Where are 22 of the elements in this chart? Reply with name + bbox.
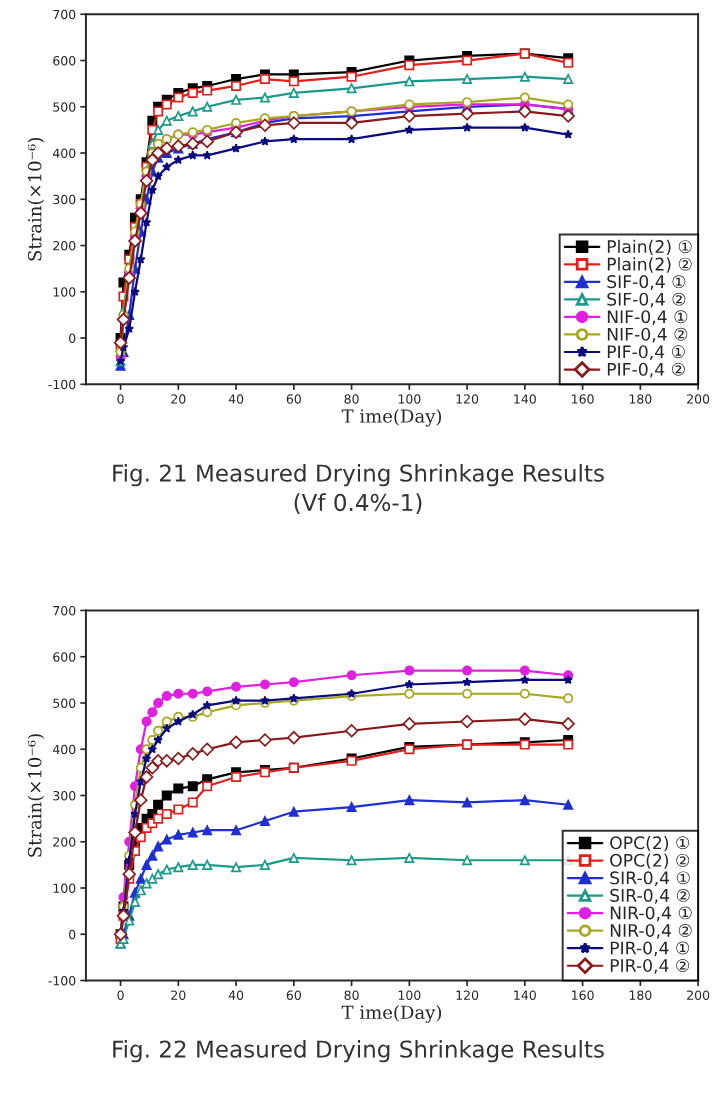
legend-label: SIF-0,4 ②: [607, 292, 686, 308]
legend-label: SIF-0,4 ①: [607, 275, 686, 290]
x-axis-title: T ime(Day): [341, 1005, 442, 1023]
legend-label: NIR-0,4 ①: [610, 906, 692, 922]
caption: Fig. 21 Measured Drying Shrinkage Results (Vf 0.4%-1): [113, 464, 604, 514]
legend-label: PIF-0,4 ②: [607, 362, 685, 378]
legend-label: Plain(2) ①: [607, 239, 692, 256]
x-axis-title: T ime(Day): [341, 408, 442, 427]
legend-label: SIR-0,4 ①: [610, 871, 690, 887]
legend-label: SIR-0,4 ②: [610, 888, 690, 904]
legend-label: Plain(2) ②: [607, 257, 692, 273]
legend-label: NIF-0,4 ②: [607, 327, 688, 343]
legend-label: PIR-0,4 ②: [610, 958, 690, 974]
legend-label: NIR-0,4 ②: [610, 923, 692, 939]
legend-label: OPC(2) ①: [610, 836, 690, 852]
y-axis-title: Strain(×10⁻⁶): [27, 734, 45, 857]
legend-label: NIF-0,4 ①: [607, 310, 688, 325]
y-axis-title: Strain(×10⁻⁶): [27, 138, 45, 261]
legend-label: PIR-0,4 ①: [610, 941, 690, 957]
legend-label: PIF-0,4 ①: [607, 345, 685, 361]
caption: Fig. 22 Measured Drying Shrinkage Results: [113, 1040, 604, 1063]
legend-label: OPC(2) ②: [610, 853, 690, 869]
